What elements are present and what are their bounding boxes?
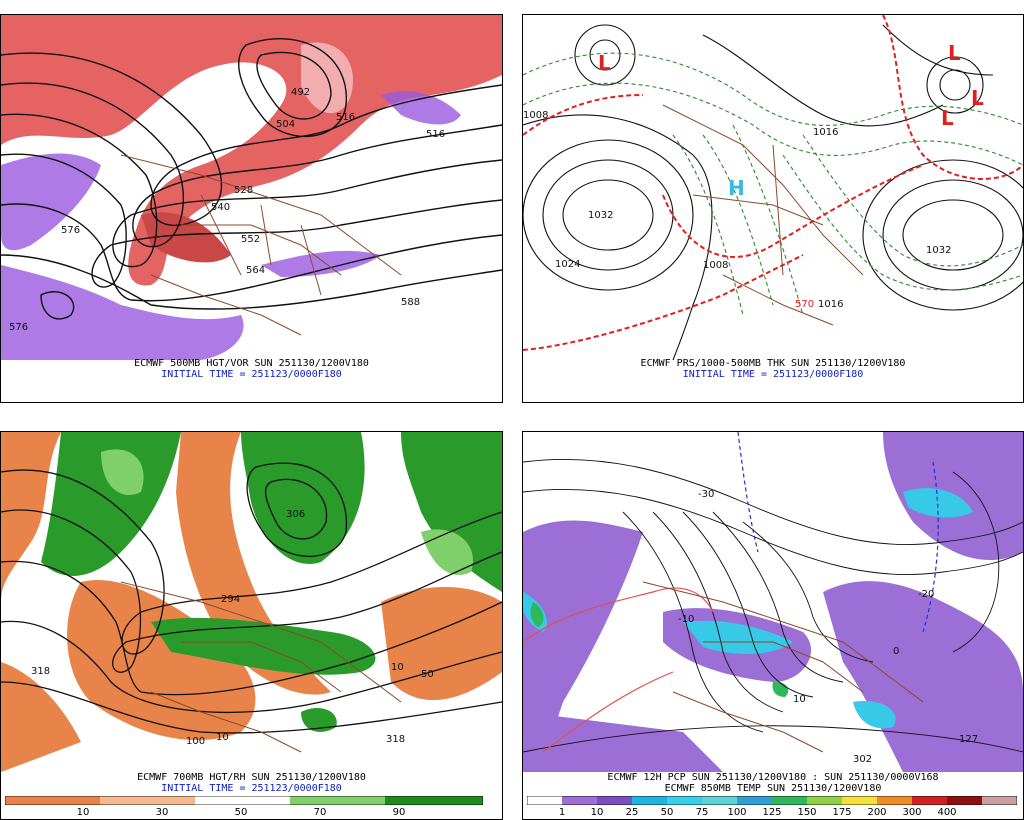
colorbar-label: 175 (832, 807, 852, 818)
thickness-540-line (523, 15, 1023, 351)
colorbar-label: 150 (797, 807, 817, 818)
thickness-lines (523, 52, 1023, 316)
contour-label: 10 (793, 694, 806, 705)
contour-label: 10 (216, 732, 229, 743)
svg-text:L: L (941, 106, 954, 130)
contour-label: 1032 (588, 210, 613, 221)
contour-label: 552 (241, 234, 260, 245)
contour-label: 127 (959, 734, 978, 745)
geo-boundaries (120, 154, 402, 336)
contour-label: 528 (234, 185, 253, 196)
panel-precip-850mb-temp: -10 -20 -30 0 10 302 127 ECMWF 12H PCP S… (522, 431, 1024, 820)
precip-colorbar-labels: 1 10 25 50 75 100 125 150 175 200 300 40… (527, 807, 1017, 819)
map-700mb-humidity: 318 306 294 10 50 10 100 318 (1, 432, 502, 772)
geo-boundaries (120, 581, 402, 753)
contour-label: 1032 (926, 245, 951, 256)
contour-label: 516 (426, 129, 445, 140)
colorbar-label: 300 (902, 807, 922, 818)
vorticity-purple (1, 91, 461, 360)
contour-label: 1024 (555, 259, 580, 270)
colorbar-label: 10 (76, 807, 90, 818)
rh-colorbar (5, 796, 483, 805)
map-pressure-thickness: L L L L H 1008 1032 1024 1016 1008 1032 … (523, 15, 1023, 360)
colorbar-label: 200 (867, 807, 887, 818)
contour-label: 588 (401, 297, 420, 308)
contour-label: 492 (291, 87, 310, 98)
panel-title: ECMWF 500MB HGT/VOR SUN 251130/1200V180 (134, 358, 369, 369)
panel-surface-pressure-thickness: L L L L H 1008 1032 1024 1016 1008 1032 … (522, 14, 1024, 403)
contour-label: -30 (698, 489, 714, 500)
svg-text:L: L (971, 86, 984, 110)
colorbar-label: 50 (660, 807, 674, 818)
contour-label: 318 (31, 666, 50, 677)
colorbar-label: 1 (558, 807, 566, 818)
panel-title: ECMWF 700MB HGT/RH SUN 251130/1200V180 (137, 772, 366, 783)
contour-label: 576 (9, 322, 28, 333)
colorbar-label: 100 (727, 807, 747, 818)
contour-label: 564 (246, 265, 265, 276)
initial-time: INITIAL TIME = 251123/0000F180 (161, 369, 342, 380)
height-contours (1, 462, 502, 734)
contour-label: 576 (61, 225, 80, 236)
colorbar-label: 10 (590, 807, 604, 818)
colorbar-label: 30 (155, 807, 169, 818)
map-500mb-vorticity: 492 504 516 516 528 540 552 564 576 588 … (1, 15, 502, 360)
colorbar-label: 25 (625, 807, 639, 818)
rh-colorbar-labels: 10 30 50 70 90 (5, 807, 483, 819)
svg-text:L: L (948, 41, 961, 65)
contour-label: 100 (186, 736, 205, 747)
contour-label: 0 (893, 646, 899, 657)
contour-label: 50 (421, 669, 434, 680)
map-precip-temp: -10 -20 -30 0 10 302 127 (523, 432, 1023, 772)
panel-subtitle: ECMWF 850MB TEMP SUN 251130/1200V180 (664, 783, 882, 794)
temperature-contours (523, 458, 1023, 753)
contour-label: 10 (391, 662, 404, 673)
colorbar-label: 50 (234, 807, 248, 818)
freezing-lines (737, 432, 939, 633)
colorbar-label: 400 (937, 807, 957, 818)
contour-label: 504 (276, 119, 295, 130)
contour-label: -20 (918, 589, 934, 600)
geo-boundaries (642, 581, 924, 753)
panel-title: ECMWF 12H PCP SUN 251130/1200V180 : SUN … (607, 772, 939, 783)
colorbar-label: 90 (392, 807, 406, 818)
panel-500mb-vorticity: 492 504 516 516 528 540 552 564 576 588 … (0, 14, 503, 403)
colorbar-label: 125 (762, 807, 782, 818)
precip-colorbar (527, 796, 1017, 805)
contour-label: 1008 (523, 110, 548, 121)
geo-boundaries (662, 104, 864, 326)
svg-text:H: H (728, 176, 745, 200)
contour-label: 1016 (813, 127, 838, 138)
moist-shading (41, 432, 502, 732)
isobars (523, 24, 1023, 360)
contour-label: 302 (853, 754, 872, 765)
moist-light (101, 449, 473, 576)
initial-time: INITIAL TIME = 251123/0000F180 (161, 783, 342, 794)
warm-lines (523, 587, 714, 753)
contour-label: 306 (286, 509, 305, 520)
contour-label: 1016 (818, 299, 843, 310)
height-contours (1, 38, 502, 320)
contour-label: 570 (795, 299, 814, 310)
contour-label: 1008 (703, 260, 728, 271)
contour-label: 516 (336, 112, 355, 123)
colorbar-label: 70 (313, 807, 327, 818)
contour-label: 294 (221, 594, 240, 605)
contour-label: 540 (211, 202, 230, 213)
pressure-centers: L L L L H (598, 41, 984, 200)
contour-label: 318 (386, 734, 405, 745)
initial-time: INITIAL TIME = 251123/0000F180 (682, 369, 864, 380)
precip-light (523, 432, 1023, 772)
svg-text:L: L (598, 51, 611, 75)
colorbar-label: 75 (695, 807, 709, 818)
panel-title: ECMWF PRS/1000-500MB THK SUN 251130/1200… (640, 358, 906, 369)
contour-label: -10 (678, 614, 694, 625)
precip-moderate (523, 488, 973, 729)
panel-700mb-humidity: 318 306 294 10 50 10 100 318 ECMWF 700MB… (0, 431, 503, 820)
